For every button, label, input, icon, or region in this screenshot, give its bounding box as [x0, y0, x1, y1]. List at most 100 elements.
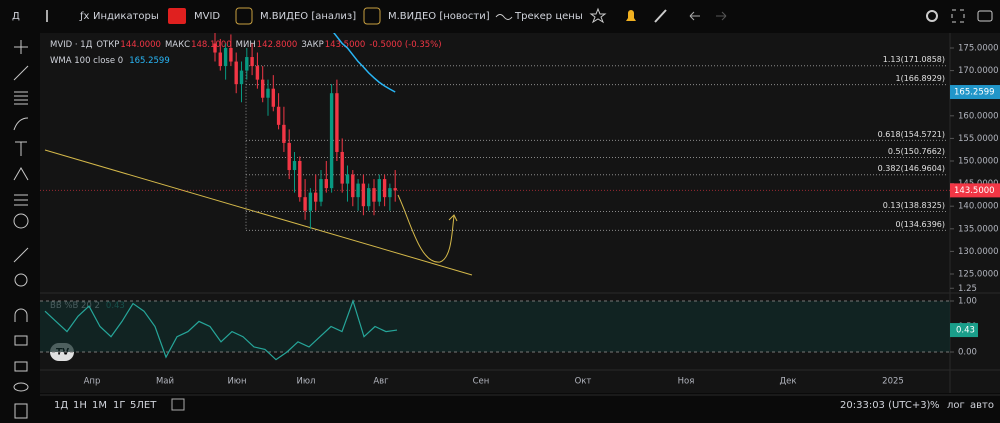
forecast-curve	[397, 194, 455, 263]
candle-body	[367, 188, 371, 207]
fib-label: 0.618(154.5721)	[878, 130, 945, 139]
legend-line: MVID · 1Д ОТКР144.0000 МАКС148.1000 МИН142.…	[50, 40, 442, 50]
text-tool[interactable]	[15, 141, 27, 156]
forecast-tool[interactable]	[14, 194, 28, 206]
price-tag	[950, 183, 1000, 198]
cursor-tool[interactable]	[14, 40, 28, 54]
tab-icon	[235, 7, 253, 25]
interval[interactable]: Д	[12, 11, 20, 22]
fib-label: 0.382(146.9604)	[878, 164, 945, 173]
settings-icon[interactable]	[926, 10, 938, 22]
range-button[interactable]: 1Д	[54, 400, 68, 411]
y-tick-label: 160.0000	[958, 111, 999, 121]
candle-body	[239, 70, 244, 85]
ruler-tool[interactable]	[13, 247, 29, 263]
y-tick-label: 150.0000	[958, 157, 999, 167]
candle-body	[245, 57, 249, 71]
undo-icon[interactable]	[689, 11, 700, 21]
x-tick-label: Май	[156, 377, 174, 387]
indicators-button[interactable]: Индикаторы	[93, 11, 159, 22]
range-button[interactable]: 1Г	[113, 400, 125, 411]
favorite-icon[interactable]	[589, 7, 607, 24]
wma-line	[333, 33, 396, 93]
fib-label: 0.13(138.8325)	[883, 201, 945, 210]
legend-item: МИН	[236, 40, 256, 50]
tab[interactable]: М.ВИДЕО [новости]	[388, 11, 490, 22]
bb-tag	[950, 323, 978, 338]
clock[interactable]: 20:33:03 (UTC+3)	[840, 400, 931, 411]
candle-body	[250, 57, 254, 67]
main-pane: 1.13(171.0858) 1(166.8929) 0.618(154.5721)…	[40, 33, 950, 231]
x-tick-label: Апр	[84, 377, 101, 387]
price-tag-label: 165.2599	[954, 88, 995, 98]
price-tag	[950, 85, 1000, 100]
brush-tool[interactable]	[13, 117, 29, 131]
date-range-icon[interactable]	[171, 398, 185, 411]
legend-item: 148.1000	[191, 40, 232, 50]
alert-icon[interactable]	[626, 10, 636, 21]
log-toggle[interactable]: лог	[947, 400, 965, 411]
trendline-tool[interactable]	[13, 65, 29, 81]
y-tick-label: 155.0000	[958, 134, 999, 144]
legend-item: MVID · 1Д	[50, 40, 93, 50]
legend-item: WMA 100 close 0	[50, 56, 123, 66]
candle-body	[292, 161, 297, 171]
zoom-tool[interactable]	[14, 273, 28, 287]
fib-label: 0.5(150.7662)	[888, 147, 945, 156]
fib-label: 1.13(171.0858)	[883, 55, 945, 64]
range-button[interactable]: 1Н	[73, 400, 87, 411]
lock-tool[interactable]	[14, 361, 28, 372]
bb-line	[44, 299, 398, 361]
x-tick-label: Сен	[473, 377, 490, 387]
fullscreen-icon[interactable]	[951, 9, 965, 23]
candle-body	[372, 188, 376, 202]
percent-toggle[interactable]: %	[930, 400, 940, 411]
fib-tool[interactable]	[14, 91, 28, 105]
x-tick-label: Авг	[373, 377, 389, 387]
draw-icon[interactable]	[654, 9, 667, 23]
candle-body	[298, 161, 302, 198]
redo-icon[interactable]	[716, 11, 727, 21]
candle-body	[287, 142, 291, 171]
candle-body	[314, 192, 318, 202]
y-tick-label: 170.0000	[958, 66, 999, 76]
tab[interactable]: М.ВИДЕО [анализ]	[260, 11, 356, 22]
candle-body	[213, 43, 217, 53]
legend-item: 144.0000	[120, 40, 161, 50]
tracker-button[interactable]: Трекер цены	[514, 11, 583, 22]
candle-body	[377, 179, 381, 202]
icon-tool[interactable]	[13, 213, 29, 229]
delete-tool[interactable]	[14, 403, 28, 419]
screenshot-icon[interactable]	[977, 10, 993, 22]
bb-tag-label: 0.43	[956, 326, 975, 336]
y-tick-label: 135.0000	[958, 224, 999, 234]
candle-body	[356, 183, 360, 198]
x-tick-label: Дек	[779, 377, 796, 387]
candle-body	[271, 88, 275, 107]
candle-body	[351, 174, 355, 198]
candle-body	[282, 124, 286, 143]
range-button[interactable]: 5ЛЕТ	[130, 400, 157, 411]
candle-body	[382, 179, 387, 198]
lock-draw-tool[interactable]	[14, 335, 28, 346]
magnet-tool[interactable]	[14, 308, 28, 322]
symbol-button[interactable]: MVID	[194, 11, 220, 22]
auto-toggle[interactable]: авто	[970, 400, 994, 411]
candle-body	[276, 106, 281, 125]
candle-body	[335, 93, 339, 152]
x-tick-label: Июл	[297, 377, 316, 387]
x-tick-label: Июн	[227, 377, 246, 387]
legend-item: -0.5000 (-0.35%)	[369, 40, 441, 50]
y-tick-label: 125.0000	[958, 270, 999, 280]
tab-icon	[363, 7, 381, 25]
candle-body	[388, 188, 392, 198]
candle-body	[266, 88, 270, 98]
y-tick-label: 1.25	[958, 284, 977, 294]
visibility-tool[interactable]	[13, 382, 29, 392]
logo-text: TV	[56, 348, 69, 358]
icon[interactable]	[46, 10, 48, 22]
range-button[interactable]: 1М	[92, 400, 107, 411]
pattern-tool[interactable]	[13, 167, 29, 181]
legend-line: WMA 100 close 0 165.2599	[50, 56, 170, 66]
